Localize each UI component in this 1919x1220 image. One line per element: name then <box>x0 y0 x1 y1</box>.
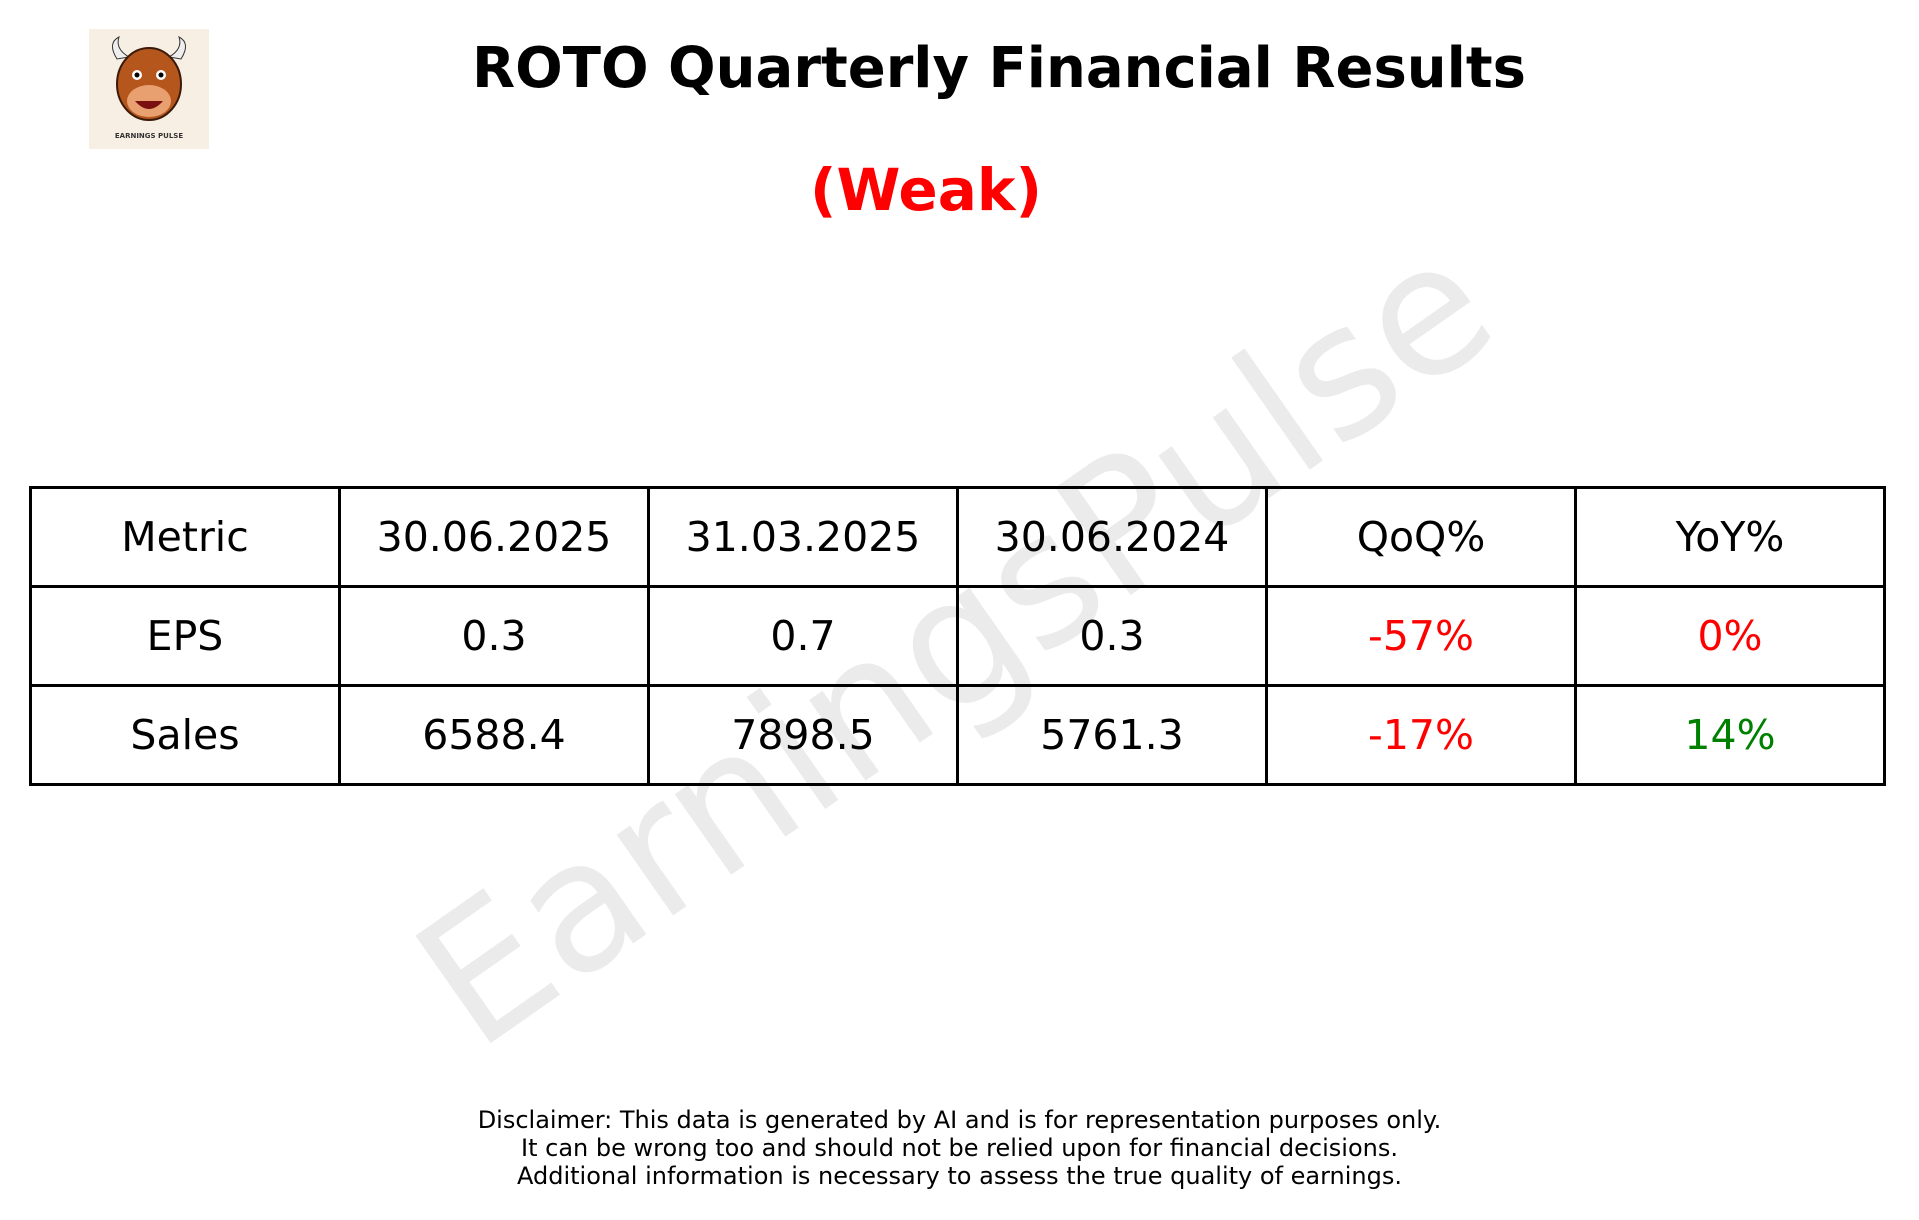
table-cell: 6588.4 <box>338 684 650 786</box>
table-cell: -57% <box>1265 585 1577 687</box>
table-cell: 14% <box>1574 684 1886 786</box>
column-header: QoQ% <box>1265 486 1577 588</box>
table-cell: 7898.5 <box>647 684 959 786</box>
table-cell: 0.3 <box>956 585 1268 687</box>
column-header: 31.03.2025 <box>647 486 959 588</box>
disclaimer: Disclaimer: This data is generated by AI… <box>0 1106 1919 1190</box>
results-table: Metric 30.06.2025 31.03.2025 30.06.2024 QoQ%… <box>29 486 1886 786</box>
table-row: EPS 0.3 0.7 0.3 -57% 0% <box>29 585 1886 687</box>
subtitle: (Weak) <box>810 156 1042 224</box>
disclaimer-line: Additional information is necessary to a… <box>516 1162 1402 1190</box>
disclaimer-line: Disclaimer: This data is generated by AI… <box>477 1106 1442 1134</box>
table-cell: 0.3 <box>338 585 650 687</box>
table-cell: 0% <box>1574 585 1886 687</box>
column-header: 30.06.2025 <box>338 486 650 588</box>
table-row: Sales 6588.4 7898.5 5761.3 -17% 14% <box>29 684 1886 786</box>
disclaimer-line: It can be wrong too and should not be re… <box>521 1134 1398 1162</box>
title: ROTO Quarterly Financial Results <box>472 36 1526 101</box>
column-header: 30.06.2024 <box>956 486 1268 588</box>
logo-caption: EARNINGS PULSE <box>114 132 184 140</box>
column-header: YoY% <box>1574 486 1886 588</box>
logo-icon <box>112 36 186 121</box>
column-header: Metric <box>29 486 341 588</box>
table-cell: -17% <box>1265 684 1577 786</box>
header-row: Metric 30.06.2025 31.03.2025 30.06.2024 QoQ%… <box>29 486 1886 588</box>
table-cell: 5761.3 <box>956 684 1268 786</box>
table-cell: Sales <box>29 684 341 786</box>
table-cell: 0.7 <box>647 585 959 687</box>
logo: EARNINGS PULSE <box>89 29 209 149</box>
table-cell: EPS <box>29 585 341 687</box>
